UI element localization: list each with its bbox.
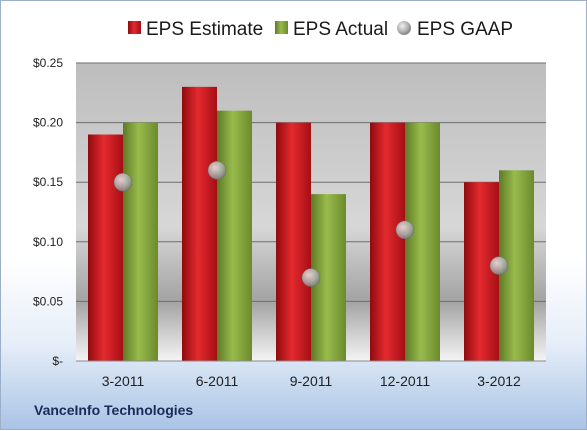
y-axis-tick-labels: $- $0.05 $0.10 $0.15 $0.20 $0.25 [33, 56, 63, 368]
legend-label-gaap: EPS GAAP [417, 19, 513, 40]
x-axis-category-labels: 3-2011 6-2011 9-2011 12-2011 3-2012 [102, 373, 521, 389]
legend-item-estimate: EPS Estimate [128, 19, 263, 40]
x-category-label: 6-2011 [196, 373, 239, 389]
legend-item-gaap: EPS GAAP [397, 19, 513, 40]
legend-label-estimate: EPS Estimate [146, 19, 263, 40]
marker-eps-gaap [207, 161, 227, 180]
bar-eps-estimate [276, 122, 311, 361]
legend-swatch-actual [275, 21, 288, 34]
x-category-label: 12-2011 [380, 373, 431, 389]
bar-eps-estimate [182, 86, 217, 361]
bar-eps-estimate [370, 122, 405, 361]
legend-swatch-gaap [397, 21, 411, 35]
gaap-markers [113, 161, 509, 287]
legend-swatch-estimate [128, 21, 141, 34]
bar-eps-estimate [88, 134, 123, 361]
legend: EPS Estimate EPS Actual EPS GAAP [128, 19, 513, 40]
marker-eps-gaap [489, 256, 509, 275]
company-label: VanceInfo Technologies [34, 402, 194, 418]
x-category-label: 3-2011 [102, 373, 145, 389]
y-tick-label: $0.05 [33, 294, 63, 308]
y-tick-label: $- [52, 354, 63, 368]
bar-eps-actual [405, 122, 440, 361]
x-category-label: 3-2012 [477, 373, 521, 389]
marker-eps-gaap [113, 172, 133, 192]
marker-eps-gaap [395, 220, 415, 240]
y-tick-label: $0.25 [33, 56, 63, 70]
y-tick-label: $0.15 [33, 175, 63, 189]
y-tick-label: $0.10 [33, 235, 63, 249]
bar-eps-actual [217, 110, 252, 362]
marker-eps-gaap [301, 268, 321, 287]
x-category-label: 9-2011 [290, 373, 333, 389]
y-tick-label: $0.20 [33, 116, 63, 130]
legend-label-actual: EPS Actual [293, 19, 388, 40]
bars [88, 86, 534, 362]
bar-eps-actual [123, 122, 158, 361]
legend-item-actual: EPS Actual [275, 19, 388, 40]
